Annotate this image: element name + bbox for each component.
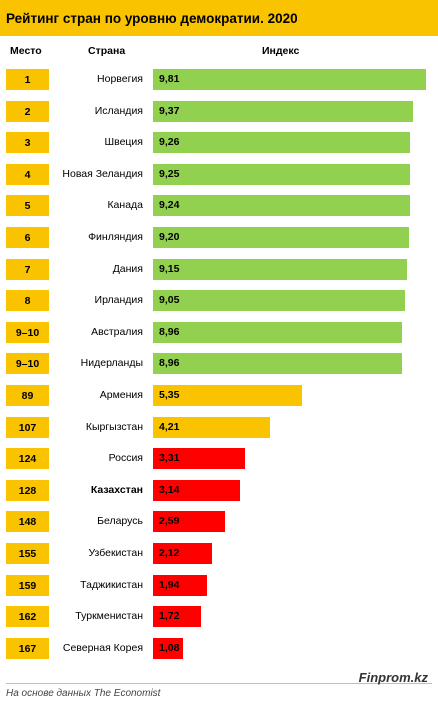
source-note: На основе данных The Economist	[6, 688, 161, 699]
country-label: Беларусь	[97, 515, 143, 527]
country-label: Северная Корея	[62, 642, 143, 654]
rank-label: 2	[6, 101, 49, 122]
rank-label: 89	[6, 385, 49, 406]
country-label: Ирландия	[94, 294, 143, 306]
rank-label: 155	[6, 543, 49, 564]
index-bar	[153, 543, 212, 564]
rank-label: 9–10	[6, 353, 49, 374]
bar-value-label: 3,31	[159, 452, 180, 464]
rank-label: 124	[6, 448, 49, 469]
country-label: Исландия	[94, 105, 143, 117]
rank-label: 6	[6, 227, 49, 248]
index-bar	[153, 259, 407, 280]
rank-label: 4	[6, 164, 49, 185]
bar-value-label: 2,59	[159, 515, 180, 527]
rank-label: 1	[6, 69, 49, 90]
index-bar	[153, 417, 270, 438]
column-header-index: Индекс	[262, 45, 300, 57]
country-label: Армения	[99, 389, 143, 401]
index-bar	[153, 638, 183, 659]
country-label: Финляндия	[88, 231, 143, 243]
rank-label: 8	[6, 290, 49, 311]
bar-value-label: 4,21	[159, 421, 180, 433]
country-label: Кыргызстан	[85, 421, 143, 433]
country-label: Узбекистан	[88, 547, 143, 559]
rank-label: 148	[6, 511, 49, 532]
rank-label: 3	[6, 132, 49, 153]
index-bar	[153, 101, 413, 122]
bar-value-label: 9,24	[159, 199, 180, 211]
country-label: Казахстан	[90, 484, 143, 496]
country-label: Таджикистан	[80, 579, 143, 591]
country-label: Норвегия	[97, 73, 143, 85]
bar-value-label: 9,25	[159, 168, 180, 180]
column-header-country: Страна	[88, 45, 126, 57]
bar-value-label: 9,81	[159, 73, 180, 85]
country-label: Дания	[112, 263, 143, 275]
rank-label: 167	[6, 638, 49, 659]
index-bar	[153, 606, 201, 627]
rank-label: 5	[6, 195, 49, 216]
brand-logo-text: Finprom.kz	[358, 670, 428, 685]
bar-value-label: 8,96	[159, 357, 180, 369]
rank-label: 159	[6, 575, 49, 596]
footer-divider	[6, 683, 432, 684]
bar-value-label: 9,05	[159, 294, 180, 306]
index-bar	[153, 164, 410, 185]
rank-label: 9–10	[6, 322, 49, 343]
bar-value-label: 1,72	[159, 610, 180, 622]
bar-value-label: 2,12	[159, 547, 180, 559]
country-label: Швеция	[104, 136, 144, 148]
index-bar	[153, 69, 426, 90]
bar-value-label: 1,08	[159, 642, 180, 654]
country-label: Нидерланды	[80, 357, 143, 369]
bar-value-label: 3,14	[159, 484, 180, 496]
index-bar	[153, 385, 302, 406]
bar-value-label: 9,15	[159, 263, 180, 275]
index-bar	[153, 575, 207, 596]
index-bar	[153, 132, 410, 153]
rank-label: 162	[6, 606, 49, 627]
bar-value-label: 9,26	[159, 136, 180, 148]
country-label: Россия	[108, 452, 143, 464]
index-bar	[153, 227, 409, 248]
index-bar	[153, 322, 402, 343]
index-bar	[153, 353, 402, 374]
country-label: Канада	[107, 199, 143, 211]
rank-label: 107	[6, 417, 49, 438]
index-bar	[153, 480, 240, 501]
index-bar	[153, 290, 405, 311]
index-bar	[153, 511, 225, 532]
bar-value-label: 1,94	[159, 579, 180, 591]
bar-value-label: 9,20	[159, 231, 180, 243]
rank-label: 128	[6, 480, 49, 501]
column-header-rank: Место	[10, 45, 42, 57]
bar-value-label: 8,96	[159, 326, 180, 338]
index-bar	[153, 448, 245, 469]
rank-label: 7	[6, 259, 49, 280]
country-label: Туркменистан	[75, 610, 143, 622]
chart-title: Рейтинг стран по уровню демократии. 2020	[0, 0, 438, 36]
country-label: Новая Зеландия	[62, 168, 143, 180]
bar-value-label: 9,37	[159, 105, 180, 117]
country-label: Австралия	[91, 326, 143, 338]
bar-value-label: 5,35	[159, 389, 180, 401]
index-bar	[153, 195, 410, 216]
